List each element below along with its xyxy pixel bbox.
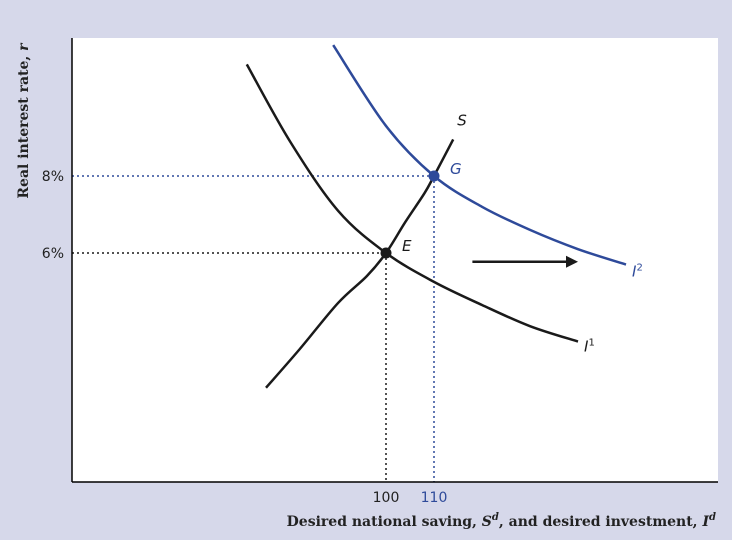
curve-label-i2: I2 — [632, 263, 643, 281]
curve-i2 — [332, 44, 627, 266]
point-label-e: E — [402, 237, 412, 255]
point-g — [428, 170, 440, 182]
y-axis-label: Real interest rate, r — [16, 42, 32, 199]
y-tick-label: 6% — [42, 246, 64, 262]
chart: S I1 I2 E G 6% 8% 100 110 Real interest rate, … — [16, 38, 718, 530]
x-tick-label: 100 — [373, 490, 400, 506]
shift-arrow-head — [566, 255, 578, 268]
point-e — [380, 247, 392, 259]
curve-label-s: S — [457, 111, 467, 129]
x-axis-label: Desired national saving, Sd, and desired… — [287, 512, 716, 530]
curve-i1 — [245, 63, 579, 343]
figure: S I1 I2 E G 6% 8% 100 110 Real interest rate, … — [6, 4, 726, 532]
point-label-g: G — [450, 160, 462, 178]
x-tick-label: 110 — [421, 490, 448, 506]
curve-label-i1: I1 — [584, 338, 595, 356]
y-tick-label: 8% — [42, 169, 64, 185]
